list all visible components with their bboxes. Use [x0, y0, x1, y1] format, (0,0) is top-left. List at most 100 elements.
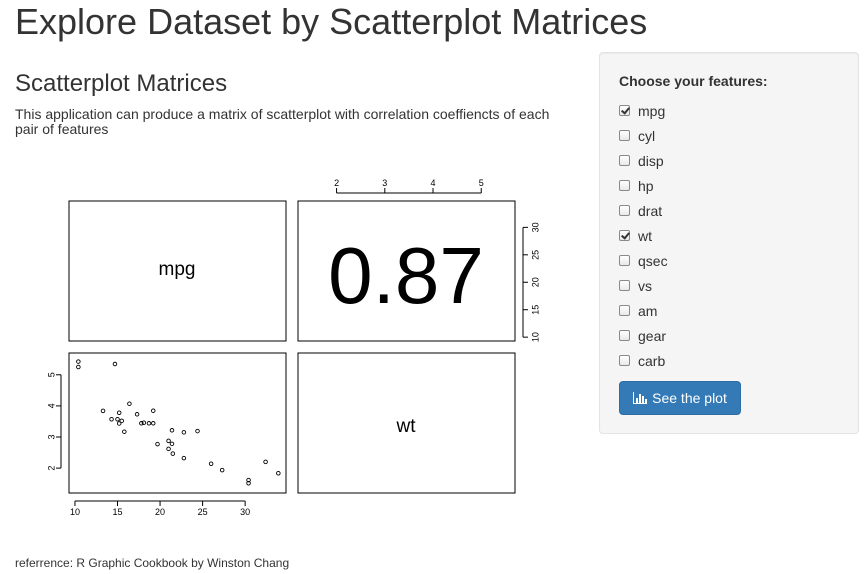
bottom-tick-label: 20	[155, 507, 165, 517]
scatter-point	[100, 408, 106, 414]
feature-label: disp	[638, 152, 664, 169]
feature-label: cyl	[638, 127, 656, 144]
checkbox-mpg[interactable]	[619, 105, 630, 116]
feature-option-drat[interactable]: drat	[619, 198, 668, 223]
feature-selection-label: Choose your features:	[619, 73, 768, 89]
left-tick-label: 3	[46, 434, 56, 439]
bottom-tick-label: 10	[70, 507, 80, 517]
scatter-point	[276, 470, 281, 476]
scatter-point	[150, 408, 156, 413]
scatter-point	[134, 412, 140, 417]
checkbox-wt[interactable]	[619, 230, 630, 241]
scatter-point	[139, 421, 144, 426]
scatter-point	[141, 420, 147, 425]
section-title: Scatterplot Matrices	[15, 70, 228, 97]
bottom-tick-label: 15	[112, 507, 122, 517]
scatter-point	[208, 461, 214, 467]
left-tick-label: 5	[46, 372, 56, 377]
feature-label: qsec	[638, 252, 668, 269]
scatter-point	[166, 446, 171, 452]
bottom-tick-label: 25	[198, 507, 208, 517]
diagonal-label-mpg: mpg	[159, 259, 196, 280]
scatter-point	[170, 451, 176, 456]
checkbox-drat[interactable]	[619, 205, 630, 216]
page-title: Explore Dataset by Scatterplot Matrices	[15, 1, 648, 42]
scatter-point	[76, 364, 81, 370]
feature-option-carb[interactable]: carb	[619, 348, 668, 373]
feature-label: gear	[638, 327, 667, 344]
see-the-plot-button[interactable]: See the plot	[619, 381, 741, 415]
scatterplot-matrix: mpg wt 0.87 10 15 20 25 30 2 3 4 5 2 3 4 5 10 15 20 25 30	[46, 178, 540, 517]
feature-label: wt	[638, 227, 652, 244]
feature-label: carb	[638, 352, 666, 369]
scatter-point	[116, 421, 122, 426]
top-tick-label: 4	[431, 178, 436, 188]
scatter-point	[246, 481, 251, 486]
top-tick-label: 3	[382, 178, 387, 188]
right-tick-label: 10	[530, 332, 540, 342]
feature-label: hp	[638, 177, 654, 194]
scatter-point	[195, 428, 200, 434]
checkbox-qsec[interactable]	[619, 255, 630, 266]
feature-option-gear[interactable]: gear	[619, 323, 668, 348]
feature-option-mpg[interactable]: mpg	[619, 98, 668, 123]
panel-wt-label	[297, 352, 516, 494]
feature-label: vs	[638, 277, 652, 294]
correlation-value: 0.87	[328, 231, 484, 320]
feature-option-vs[interactable]: vs	[619, 273, 668, 298]
left-tick-label: 2	[46, 466, 56, 471]
feature-label: drat	[638, 202, 663, 219]
checkbox-cyl[interactable]	[619, 130, 630, 141]
top-tick-label: 2	[334, 178, 339, 188]
left-tick-label: 4	[46, 403, 56, 408]
feature-option-hp[interactable]: hp	[619, 173, 668, 198]
scatter-point	[169, 428, 175, 433]
scatter-point	[119, 418, 125, 424]
panel-correlation	[297, 200, 516, 342]
feature-option-disp[interactable]: disp	[619, 148, 668, 173]
scatter-point	[76, 359, 81, 364]
scatter-point	[115, 417, 120, 422]
scatter-point	[116, 410, 122, 415]
scatter-point	[155, 441, 160, 447]
top-tick-label: 5	[479, 178, 484, 188]
scatter-point	[146, 421, 152, 426]
scatter-point	[166, 438, 171, 444]
panel-scatter	[68, 352, 287, 494]
scatter-point	[150, 421, 156, 426]
feature-label: am	[638, 302, 658, 319]
checkbox-gear[interactable]	[619, 330, 630, 341]
scatter-point	[219, 467, 225, 473]
scatter-point	[181, 455, 187, 461]
checkbox-carb[interactable]	[619, 355, 630, 366]
feature-label: mpg	[638, 102, 666, 119]
checkbox-hp[interactable]	[619, 180, 630, 191]
scatter-point	[112, 361, 118, 367]
reference-text: referrence: R Graphic Cookbook by Winsto…	[15, 556, 290, 570]
scatter-point	[109, 417, 114, 422]
right-tick-label: 15	[530, 305, 540, 315]
checkbox-vs[interactable]	[619, 280, 630, 291]
checkbox-disp[interactable]	[619, 155, 630, 166]
checkbox-am[interactable]	[619, 305, 630, 316]
scatter-point	[169, 441, 175, 447]
right-tick-label: 25	[530, 250, 540, 260]
feature-checkbox-list: mpg cyl disp hp drat wt qsec vs am gear carb	[619, 98, 668, 373]
panel-mpg-label	[68, 200, 287, 342]
scatter-point	[263, 459, 268, 465]
description-text: This application can produce a matrix of…	[15, 106, 550, 137]
right-tick-label: 20	[530, 277, 540, 287]
feature-option-wt[interactable]: wt	[619, 223, 668, 248]
right-tick-label: 30	[530, 222, 540, 232]
bar-chart-icon	[633, 392, 648, 404]
scatter-point	[122, 429, 127, 434]
diagonal-label-wt: wt	[396, 416, 417, 437]
feature-option-cyl[interactable]: cyl	[619, 123, 668, 148]
bottom-tick-label: 30	[240, 507, 250, 517]
scatter-point	[127, 401, 132, 406]
feature-option-qsec[interactable]: qsec	[619, 248, 668, 273]
scatter-point	[181, 430, 187, 435]
feature-option-am[interactable]: am	[619, 298, 668, 323]
feature-selection-panel: Choose your features: mpg cyl disp hp drat wt…	[599, 52, 859, 434]
see-the-plot-label: See the plot	[652, 390, 727, 406]
